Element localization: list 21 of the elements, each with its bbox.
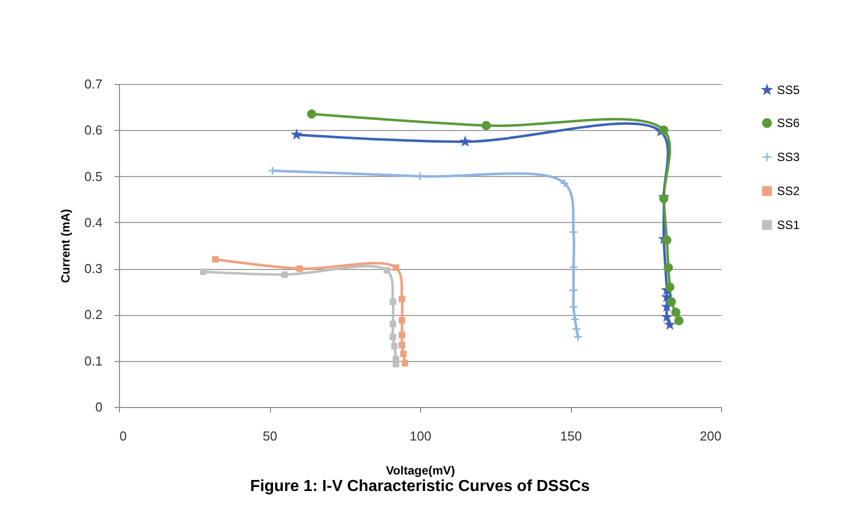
x-tick-label: 150	[560, 428, 582, 444]
legend-label: SS6	[777, 116, 800, 130]
legend-label: SS2	[777, 184, 800, 198]
legend-label: SS1	[777, 218, 800, 232]
x-tick-label: 0	[120, 428, 127, 444]
y-tick-label: 0.3	[84, 261, 102, 276]
y-tick-label: 0.2	[84, 307, 102, 322]
y-tick-label: 0.6	[84, 122, 102, 138]
x-tick-label: 200	[700, 428, 722, 444]
y-tick-label: 0.1	[84, 353, 102, 368]
text: Figure 1: I-V Characteristic Curves of DSSCs	[250, 478, 590, 495]
x-tick-label: 100	[410, 428, 432, 444]
x-tick-label: 50	[262, 428, 278, 444]
y-axis-title: Current (mA)	[58, 209, 72, 283]
y-tick-label: 0.5	[84, 168, 102, 184]
legend-label: SS3	[777, 150, 800, 164]
y-tick-label: 0.4	[84, 214, 102, 230]
legend-label: SS5	[777, 83, 800, 97]
y-tick-label: 0.7	[84, 76, 102, 92]
x-axis-title: Voltage(mV)	[386, 464, 456, 478]
y-tick-label: 0	[95, 400, 102, 414]
